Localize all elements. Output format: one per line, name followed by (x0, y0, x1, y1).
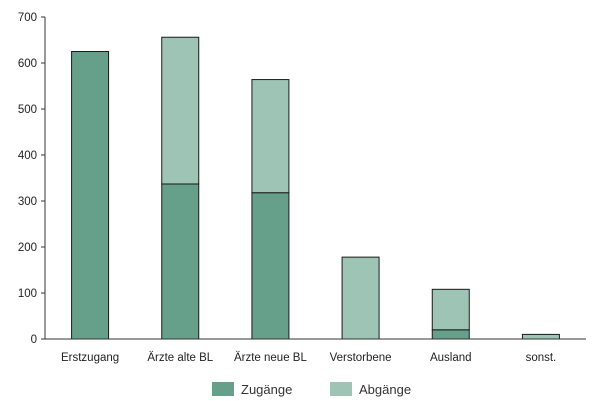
legend-label: Abgänge (359, 382, 411, 397)
bar-abgaenge-5 (521, 333, 560, 340)
y-tick-label: 200 (18, 242, 37, 254)
x-category-label: Erstzugang (61, 352, 119, 364)
x-category-label: Ärzte alte BL (147, 352, 213, 364)
legend-label: Zugänge (241, 382, 292, 397)
x-axis-labels: Erstzugang Ärzte alte BL Ärzte neue BL Vers… (61, 352, 556, 364)
bar-abgaenge-4 (431, 288, 470, 331)
legend-swatch (330, 382, 352, 396)
x-category-label: Verstorbene (330, 352, 392, 364)
bar-abgaenge-3 (341, 256, 380, 340)
y-tick-label: 400 (18, 150, 37, 162)
bar-abgaenge-2 (251, 79, 290, 194)
y-tick-label: 0 (31, 334, 37, 346)
bar-zugaenge-2 (251, 192, 290, 340)
bar-zugaenge-1 (161, 183, 200, 340)
x-category-label: Ärzte neue BL (234, 352, 307, 364)
bar-abgaenge-1 (161, 36, 200, 185)
y-tick-label: 600 (18, 58, 37, 70)
y-tick-label: 300 (18, 196, 37, 208)
legend: Zugänge Abgänge (212, 382, 411, 397)
x-category-label: sonst. (526, 352, 557, 364)
y-axis-ticks: 0 100 200 300 400 500 600 700 (18, 12, 45, 346)
bar-zugaenge-4 (431, 329, 470, 340)
legend-swatch (212, 382, 234, 396)
y-tick-label: 700 (18, 12, 37, 24)
bar-zugaenge-0 (71, 51, 110, 340)
y-tick-label: 500 (18, 104, 37, 116)
x-category-label: Ausland (430, 352, 472, 364)
y-tick-label: 100 (18, 288, 37, 300)
bar-area (71, 36, 560, 340)
